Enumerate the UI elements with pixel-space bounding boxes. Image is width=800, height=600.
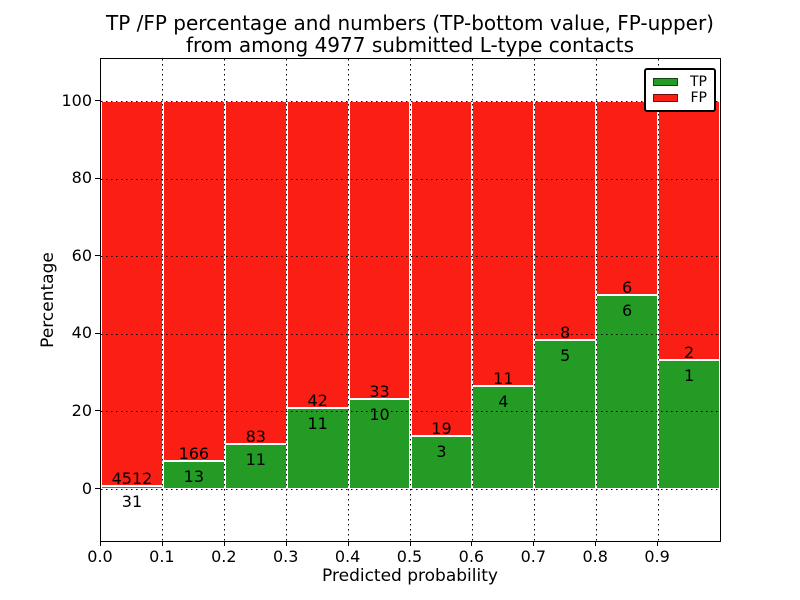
x-gridline (657, 59, 659, 541)
bar-fp-count-label: 83 (245, 426, 266, 446)
x-gridline (348, 59, 350, 541)
x-tick-label: 0.3 (272, 547, 299, 566)
x-tick-label: 0.0 (87, 547, 113, 566)
x-gridline (224, 59, 226, 541)
bar-tp-count-label: 31 (121, 492, 143, 512)
y-tick-mark (95, 100, 100, 101)
bar-fp-segment (162, 101, 225, 461)
bar-tp-segment (534, 339, 597, 489)
x-tick-mark (533, 541, 535, 546)
bar-fp-count-label: 4512 (111, 469, 153, 489)
x-axis-label: Predicted probability (322, 566, 498, 586)
x-tick-label: 0.5 (396, 547, 423, 566)
bar-fp-segment (348, 101, 411, 399)
x-tick-mark (409, 541, 411, 546)
bar-fp-segment (224, 101, 287, 444)
plot-area: 4512 31 166 13 83 11 42 11 33 10 19 3 11 4 8 5 6 6 2 1 (100, 58, 721, 542)
y-tick-label: 80 (71, 168, 92, 188)
bar-tp-count-label: 10 (369, 404, 390, 424)
bar-tp-count-label: 4 (498, 391, 509, 411)
bar-fp-count-label: 2 (683, 342, 695, 362)
bar-fp-count-label: 6 (622, 278, 633, 297)
y-tick-label: 20 (71, 400, 92, 420)
bar-fp-count-label: 42 (307, 391, 328, 411)
bar-tp-segment (286, 408, 349, 489)
bar-tp-segment (348, 398, 411, 489)
y-tick-mark (95, 488, 100, 489)
x-tick-label: 0.2 (211, 547, 237, 566)
chart-title-line1: TP /FP percentage and numbers (TP-bottom… (106, 11, 714, 35)
bar-fp-count-label: 11 (493, 368, 514, 388)
bar-tp-segment (658, 359, 720, 489)
x-tick-mark (471, 541, 473, 546)
x-gridline (410, 59, 411, 541)
bar-tp-count-label: 6 (622, 301, 633, 320)
legend: TP FP (644, 68, 716, 112)
x-gridline (162, 59, 164, 541)
y-tick-label: 100 (61, 90, 92, 110)
bar-tp-count-label: 1 (683, 365, 695, 385)
bar-fp-count-label: 8 (560, 322, 571, 342)
bar-tp-count-label: 11 (307, 414, 328, 434)
x-tick-mark (223, 541, 225, 546)
y-tick-mark (95, 255, 100, 257)
x-tick-mark (285, 541, 287, 546)
bar-tp-count-label: 3 (436, 442, 447, 462)
bar-fp-count-label: 166 (178, 443, 210, 463)
y-tick-label: 60 (71, 245, 92, 265)
bar-fp-segment (286, 101, 349, 409)
legend-label-fp: FP (690, 90, 708, 106)
x-gridline (595, 59, 597, 541)
bar-fp-segment (658, 101, 720, 360)
bar-fp-segment (472, 101, 535, 386)
legend-entry-tp: TP (653, 75, 707, 89)
bar-tp-segment (162, 460, 225, 489)
bar-tp-segment (596, 295, 659, 489)
x-tick-mark (657, 541, 659, 546)
legend-entry-fp: FP (653, 91, 707, 105)
bar-fp-segment (410, 101, 473, 437)
x-tick-label: 0.4 (334, 547, 361, 566)
fp-color-patch (653, 94, 678, 102)
bar-fp-segment (101, 101, 163, 487)
y-tick-label: 0 (81, 478, 92, 498)
y-tick-mark (95, 332, 100, 334)
x-tick-mark (161, 541, 163, 546)
x-tick-label: 0.8 (582, 547, 608, 566)
x-tick-mark (595, 541, 597, 546)
x-tick-mark (347, 541, 349, 546)
x-tick-label: 0.1 (149, 547, 175, 566)
bar-tp-segment (472, 385, 535, 489)
x-gridline (533, 59, 535, 541)
legend-label-tp: TP (690, 74, 707, 90)
x-tick-label: 0.6 (458, 547, 485, 566)
y-tick-label: 40 (71, 323, 92, 343)
x-tick-label: 0.9 (644, 547, 670, 566)
bar-fp-count-label: 19 (431, 419, 452, 439)
x-gridline (286, 59, 288, 541)
chart-title: TP /FP percentage and numbers (TP-bottom… (106, 12, 714, 56)
bar-tp-count-label: 5 (560, 345, 571, 365)
x-tick-mark (100, 541, 101, 546)
tp-color-patch (653, 78, 678, 86)
y-tick-mark (95, 410, 100, 412)
bar-fp-segment (596, 101, 659, 295)
x-gridline (471, 59, 473, 541)
bar-tp-count-label: 13 (183, 466, 205, 486)
bar-tp-count-label: 11 (245, 449, 266, 469)
y-tick-mark (95, 177, 100, 179)
chart-title-line2: from among 4977 submitted L-type contact… (185, 33, 635, 57)
x-tick-label: 0.7 (520, 547, 547, 566)
bar-fp-count-label: 33 (369, 381, 390, 401)
bar-fp-segment (534, 101, 597, 340)
